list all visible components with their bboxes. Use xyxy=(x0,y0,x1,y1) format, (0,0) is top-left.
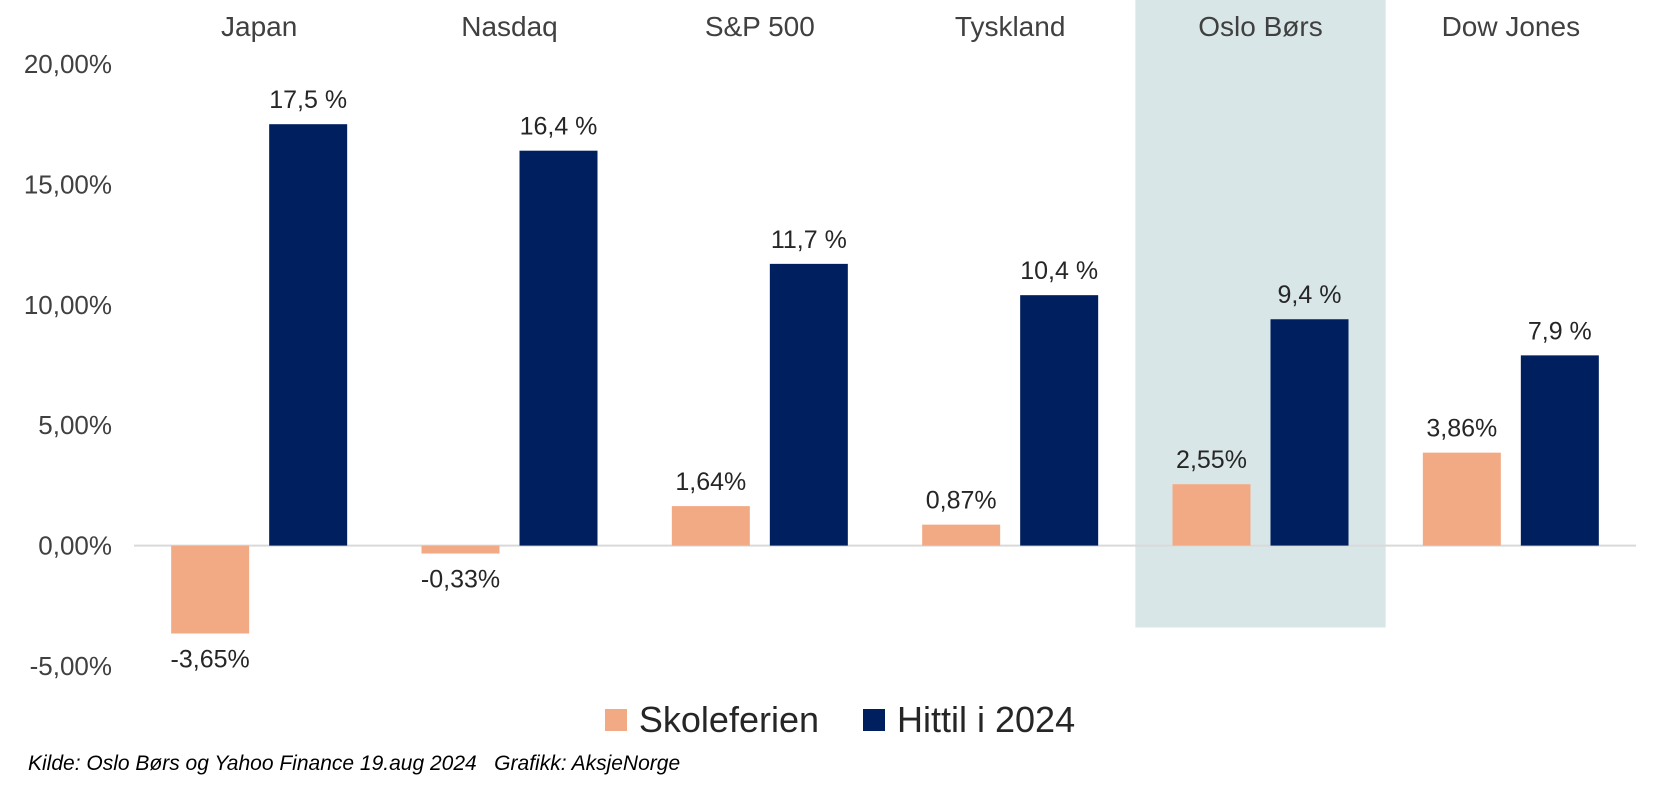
category-label: S&P 500 xyxy=(705,11,815,42)
legend-label-series-1: Skoleferien xyxy=(638,699,819,740)
data-label: 16,4 % xyxy=(520,113,598,141)
bar xyxy=(1172,484,1251,546)
legend-swatch-series-1 xyxy=(604,709,627,731)
legend-item-series-1: Skoleferien xyxy=(604,699,819,741)
data-label: -0,33% xyxy=(421,566,500,594)
data-label: 17,5 % xyxy=(269,86,347,114)
y-tick-label: -5,00% xyxy=(30,651,112,681)
data-label: 9,4 % xyxy=(1278,281,1342,309)
y-tick-label: 0,00% xyxy=(38,531,112,561)
data-label: 3,86% xyxy=(1426,415,1497,443)
y-tick-label: 5,00% xyxy=(38,410,112,440)
bar xyxy=(171,545,250,634)
data-label: 7,9 % xyxy=(1528,317,1592,345)
bar xyxy=(1270,319,1349,546)
category-label: Oslo Børs xyxy=(1198,11,1322,42)
bar xyxy=(769,263,848,546)
category-label: Tyskland xyxy=(955,11,1066,42)
category-label: Japan xyxy=(221,11,297,42)
bar xyxy=(269,124,348,546)
bar xyxy=(519,150,598,546)
legend-label-series-2: Hittil i 2024 xyxy=(897,699,1076,740)
legend-swatch-series-2 xyxy=(863,709,885,731)
bar xyxy=(1020,295,1099,546)
data-label: 11,7 % xyxy=(771,226,847,254)
data-label: -3,65% xyxy=(171,645,250,673)
bar xyxy=(421,545,500,554)
data-label: 2,55% xyxy=(1176,446,1247,474)
category-label: Nasdaq xyxy=(461,11,558,42)
legend-item-series-2: Hittil i 2024 xyxy=(863,699,1075,741)
bar-chart: 20,00% 15,00% 10,00% 5,00% 0,00% -5,00% Japan N… xyxy=(24,0,1636,681)
source-note: Kilde: Oslo Børs og Yahoo Finance 19.aug… xyxy=(28,752,681,775)
bar xyxy=(671,506,750,546)
data-label: 0,87% xyxy=(926,487,997,515)
data-label: 10,4 % xyxy=(1020,257,1098,285)
data-label: 1,64% xyxy=(675,468,746,496)
bar xyxy=(1422,452,1501,546)
y-tick-label: 20,00% xyxy=(24,49,112,79)
legend: Skoleferien Hittil i 2024 xyxy=(0,696,1680,744)
category-label: Dow Jones xyxy=(1442,11,1581,42)
bar xyxy=(922,524,1001,546)
y-tick-label: 15,00% xyxy=(24,169,112,199)
bar xyxy=(1520,355,1599,546)
y-tick-label: 10,00% xyxy=(24,290,112,320)
